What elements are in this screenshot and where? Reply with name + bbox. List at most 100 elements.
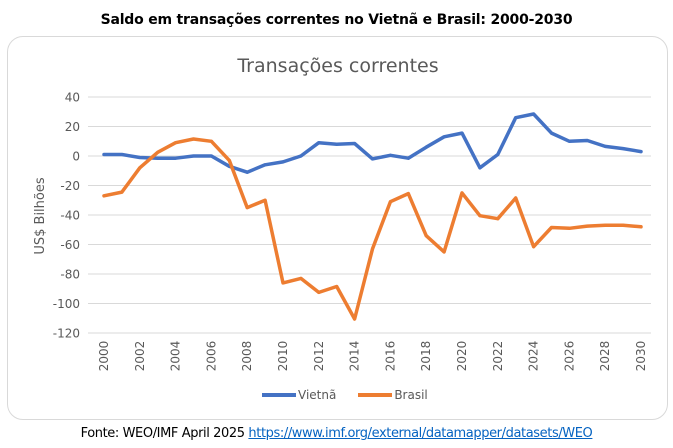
data-point: [567, 226, 571, 230]
legend-item-vietna[interactable]: Vietnã: [262, 388, 336, 402]
series-line-brasil: [102, 137, 643, 321]
data-point: [550, 226, 553, 230]
data-point: [281, 281, 285, 285]
y-axis-label: US$ Bilhões: [33, 177, 48, 255]
x-tick-label: 2012: [312, 341, 326, 372]
data-point: [585, 139, 589, 143]
x-tick-label: 2002: [133, 341, 147, 372]
x-tick-label: 2010: [276, 341, 290, 372]
data-point: [263, 198, 267, 202]
data-point: [263, 163, 267, 167]
x-tick-label: 2008: [240, 341, 254, 372]
data-point: [424, 234, 428, 238]
data-point: [514, 116, 518, 120]
data-point: [388, 200, 392, 204]
data-point: [245, 206, 249, 210]
data-point: [281, 160, 285, 164]
data-point: [120, 190, 124, 194]
x-tick-labels: 2000 2002 2004 2006 2008 2010 2012 2014 2016 2018…: [97, 341, 648, 372]
data-point: [156, 156, 160, 160]
y-tick-label: -80: [60, 268, 80, 282]
data-point: [353, 317, 357, 321]
legend-label-vietna: Vietnã: [298, 388, 337, 402]
data-point: [371, 247, 374, 251]
data-point: [102, 194, 106, 198]
series-line-vietna: [102, 112, 643, 174]
data-point: [603, 223, 607, 227]
series-lines: [102, 112, 643, 321]
legend-swatch-vietna: [262, 393, 296, 397]
y-tick-label: -100: [53, 297, 80, 311]
data-point: [209, 139, 213, 143]
data-point: [174, 141, 178, 145]
y-tick-label: -60: [60, 238, 80, 252]
data-point: [317, 141, 321, 145]
x-tick-label: 2022: [491, 341, 505, 372]
data-point: [621, 223, 625, 227]
data-point: [353, 141, 357, 145]
legend-item-brasil[interactable]: Brasil: [358, 388, 428, 402]
data-point: [639, 225, 643, 229]
source-label: Fonte: WEO/IMF April 2025: [80, 426, 245, 441]
data-point: [496, 217, 500, 221]
x-tick-label: 2028: [598, 341, 612, 372]
chart-title: Transações correntes: [236, 55, 438, 77]
legend: Vietnã Brasil: [262, 388, 450, 402]
data-point: [227, 158, 231, 162]
data-point: [567, 139, 571, 143]
data-point: [192, 154, 195, 158]
data-point: [406, 192, 410, 196]
data-point: [299, 154, 303, 158]
y-tick-label: -40: [60, 209, 80, 223]
figure-title: Saldo em transações correntes no Vietnã …: [100, 12, 573, 28]
data-point: [174, 156, 178, 160]
x-tick-label: 2026: [562, 341, 576, 372]
y-tick-label: -20: [60, 179, 80, 193]
legend-swatch-brasil: [358, 393, 393, 397]
data-point: [532, 112, 536, 116]
data-point: [460, 191, 464, 195]
x-tick-label: 2030: [634, 341, 648, 372]
x-tick-label: 2020: [455, 341, 469, 372]
data-point: [317, 290, 321, 294]
data-point: [138, 166, 142, 170]
legend-label-brasil: Brasil: [394, 388, 428, 402]
data-point: [388, 153, 392, 157]
source-note: Fonte: WEO/IMF April 2025 https://www.im…: [0, 426, 673, 441]
data-point: [138, 155, 142, 159]
data-point: [639, 150, 643, 154]
x-tick-label: 2024: [527, 341, 541, 372]
source-link[interactable]: https://www.imf.org/external/datamapper/…: [248, 426, 593, 441]
x-tick-label: 2004: [169, 341, 183, 372]
data-point: [621, 147, 625, 151]
gridlines: [88, 96, 651, 334]
data-point: [514, 196, 518, 200]
x-tick-label: 2006: [204, 341, 218, 372]
y-tick-label: 40: [65, 91, 80, 105]
data-point: [603, 144, 607, 148]
x-tick-label: 2018: [419, 341, 433, 372]
data-point: [496, 153, 500, 157]
data-point: [424, 145, 428, 149]
data-point: [478, 214, 482, 218]
y-tick-label: -120: [53, 327, 80, 341]
data-point: [460, 131, 464, 135]
data-point: [102, 153, 106, 157]
data-point: [442, 135, 446, 139]
x-tick-label: 2000: [97, 341, 111, 372]
data-point: [299, 276, 303, 280]
data-point: [120, 153, 124, 157]
data-point: [209, 154, 213, 158]
data-point: [406, 156, 410, 160]
data-point: [585, 224, 589, 228]
data-point: [532, 245, 536, 249]
data-point: [335, 142, 339, 146]
data-point: [156, 150, 160, 154]
data-point: [335, 285, 339, 289]
data-point: [550, 131, 553, 135]
y-tick-label: 20: [65, 120, 80, 134]
x-tick-label: 2016: [383, 341, 397, 372]
y-tick-label: 0: [72, 150, 80, 164]
data-point: [192, 137, 195, 141]
data-point: [442, 250, 446, 254]
